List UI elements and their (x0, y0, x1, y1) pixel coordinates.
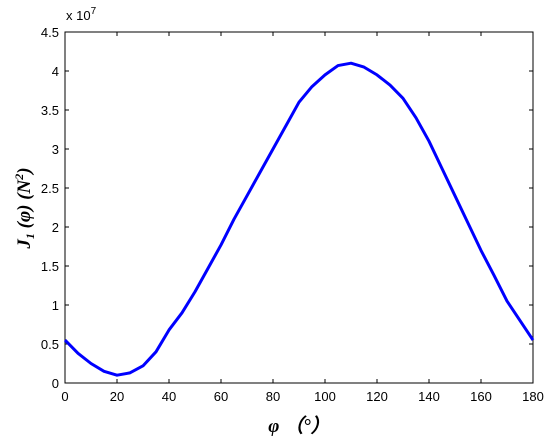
y-tick-label: 0 (52, 376, 59, 391)
ylabel-sub: 1 (23, 233, 37, 239)
y-multiplier: x 107 (66, 6, 97, 23)
y-tick-label: 2.5 (41, 181, 59, 196)
y-tick-label: 1.5 (41, 259, 59, 274)
ylabel-part: (φ) (N (14, 178, 35, 233)
ylabel-part: J (14, 239, 35, 250)
ylabel-part: ) (14, 167, 35, 175)
x-axis-label: φ （°） (268, 415, 329, 437)
y-tick-label: 4.5 (41, 25, 59, 40)
y-tick-label: 3 (52, 142, 59, 157)
x-tick-label: 140 (418, 389, 440, 404)
x-tick-label: 80 (266, 389, 280, 404)
x-tick-label: 0 (61, 389, 68, 404)
x-tick-label: 180 (522, 389, 544, 404)
ylabel-sup: 2 (12, 174, 26, 181)
data-line (63, 61, 535, 377)
y-tick-label: 1 (52, 298, 59, 313)
multiplier-base: x 10 (66, 8, 91, 23)
plot-box (64, 31, 534, 384)
y-tick-label: 2 (52, 220, 59, 235)
x-tick-label: 20 (110, 389, 124, 404)
y-tick-label: 4 (52, 64, 59, 79)
x-tick-label: 40 (162, 389, 176, 404)
x-tick-label: 120 (366, 389, 388, 404)
y-axis-label: J1 (φ) (N2) (12, 167, 37, 249)
x-tick-label: 100 (314, 389, 336, 404)
x-tick-label: 160 (470, 389, 492, 404)
x-tick-label: 60 (214, 389, 228, 404)
multiplier-exponent: 7 (91, 6, 97, 17)
y-tick-label: 3.5 (41, 103, 59, 118)
y-tick-label: 0.5 (41, 337, 59, 352)
